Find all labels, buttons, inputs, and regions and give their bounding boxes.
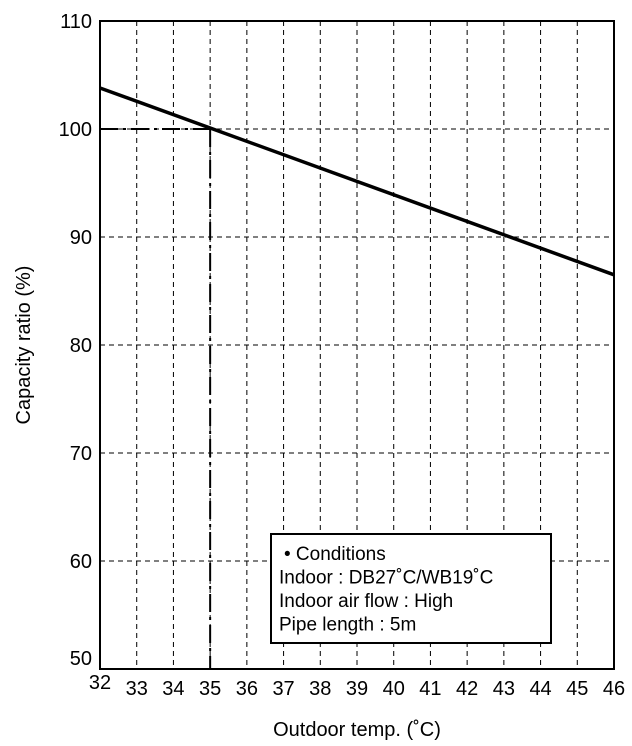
x-tick-label-38: 38 bbox=[309, 678, 331, 700]
x-tick-label-41: 41 bbox=[419, 678, 441, 700]
conditions-box-frame bbox=[270, 533, 552, 644]
y-tick-label-110: 110 bbox=[60, 11, 92, 33]
x-tick-label-45: 45 bbox=[566, 678, 588, 700]
y-axis-label: Capacity ratio (%) bbox=[13, 266, 35, 425]
x-tick-label-39: 39 bbox=[346, 678, 368, 700]
y-tick-label-100: 100 bbox=[59, 119, 92, 141]
x-tick-label-43: 43 bbox=[493, 678, 515, 700]
plot-frame bbox=[99, 20, 615, 670]
x-tick-label-37: 37 bbox=[272, 678, 294, 700]
x-tick-label-42: 42 bbox=[456, 678, 478, 700]
x-tick-label-35: 35 bbox=[199, 678, 221, 700]
x-axis-label: Outdoor temp. (˚C) bbox=[273, 719, 441, 741]
series-layer bbox=[99, 86, 615, 277]
y-tick-label-70: 70 bbox=[70, 443, 92, 465]
x-tick-label-40: 40 bbox=[383, 678, 405, 700]
x-tick-label-36: 36 bbox=[236, 678, 258, 700]
conditions-airflow: Indoor air flow : High bbox=[279, 591, 453, 612]
conditions-heading: • Conditions bbox=[284, 544, 386, 565]
x-tick-label-46: 46 bbox=[603, 678, 625, 700]
x-tick-label-32: 32 bbox=[89, 672, 111, 694]
x-tick-label-34: 34 bbox=[162, 678, 184, 700]
reference-lines bbox=[100, 128, 212, 669]
conditions-indoor: Indoor : DB27˚C/WB19˚C bbox=[279, 568, 493, 589]
conditions-pipe-length: Pipe length : 5m bbox=[279, 615, 416, 636]
y-tick-label-50: 50 bbox=[70, 648, 92, 670]
y-tick-label-80: 80 bbox=[70, 335, 92, 357]
x-tick-label-33: 33 bbox=[126, 678, 148, 700]
x-tick-labels: 32 33 34 35 36 37 38 39 40 41 42 43 44 45 46 bbox=[89, 672, 625, 700]
conditions-box: • Conditions Indoor : DB27˚C/WB19˚C Indo… bbox=[270, 533, 552, 644]
y-tick-label-60: 60 bbox=[70, 551, 92, 573]
y-tick-labels: 50 60 70 80 90 100 110 bbox=[59, 11, 92, 670]
series-line-0 bbox=[99, 86, 615, 277]
x-tick-label-44: 44 bbox=[529, 678, 551, 700]
y-tick-label-90: 90 bbox=[70, 227, 92, 249]
